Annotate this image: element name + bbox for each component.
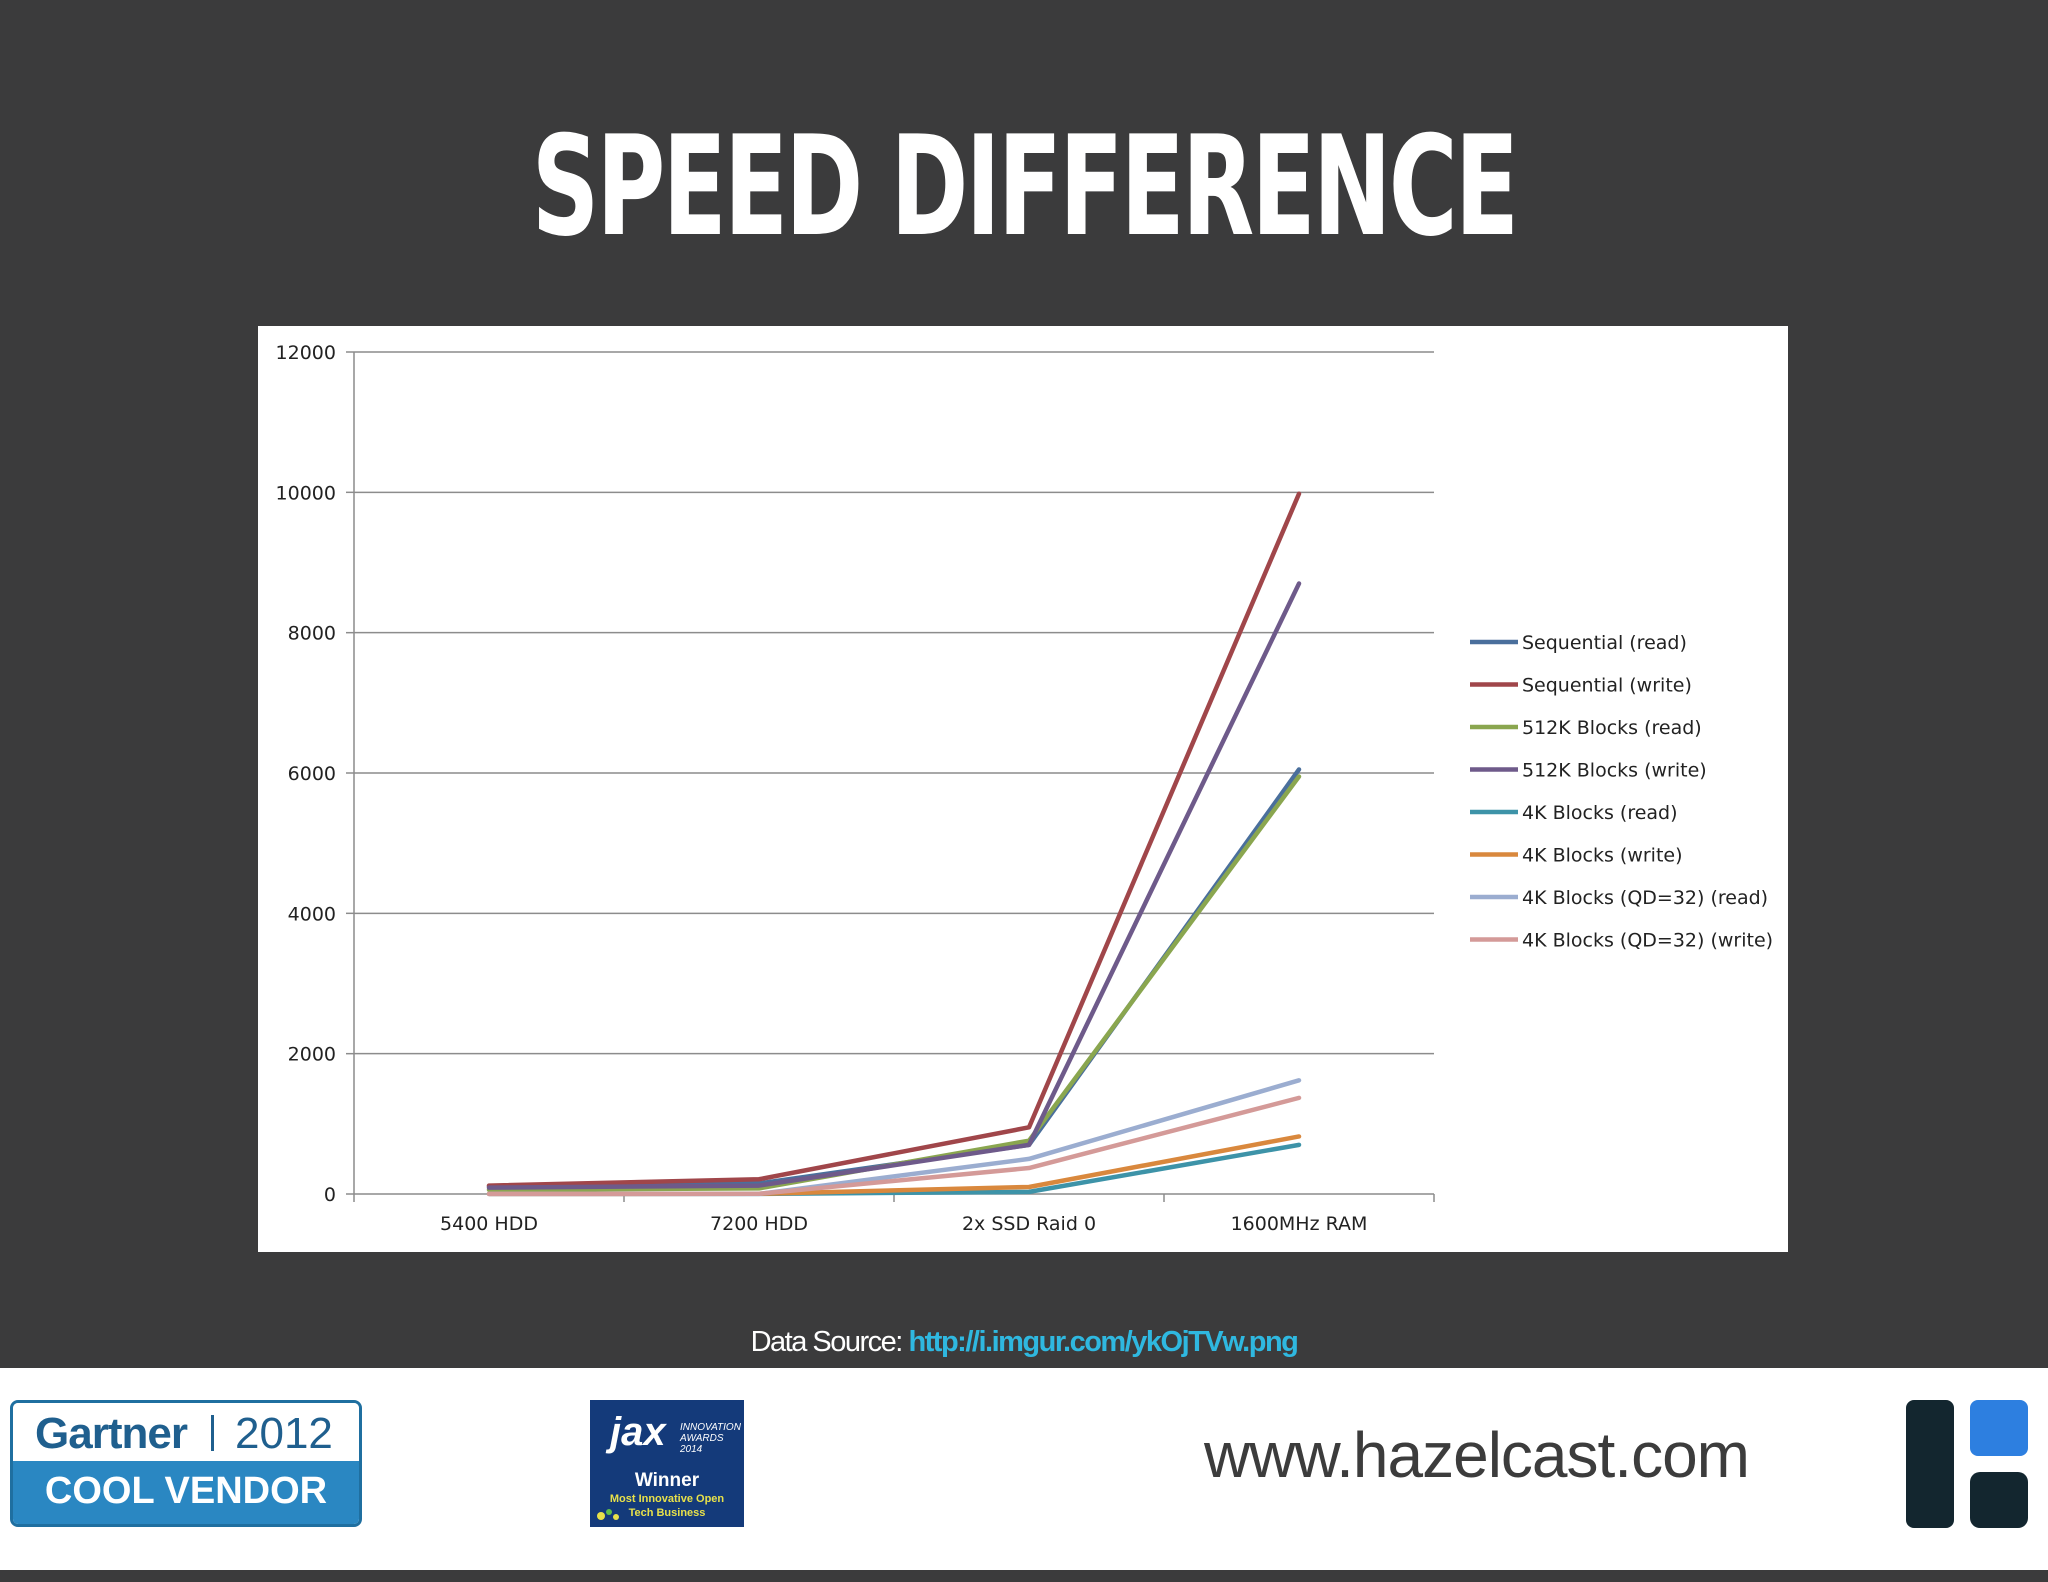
y-tick-label: 10000 [276,482,336,504]
series-line-8 [486,1095,1302,1197]
jax-winner: Winner [634,1470,700,1491]
page-title: SPEED DIFFERENCE [531,106,1519,267]
gartner-divider [211,1415,214,1451]
jax-awards-text: INNOVATION AWARDS 2014 [680,1422,744,1455]
x-tick-label: 2x SSD Raid 0 [962,1213,1096,1235]
series-line-4 [486,581,1302,1190]
jax-awards-line1: INNOVATION [680,1422,741,1433]
legend-label: 512K Blocks (read) [1522,717,1702,739]
line-chart: 0 2000 4000 6000 8000 10000 12000 5400 HDD 7200 … [276,342,1774,1235]
x-tick-label: 5400 HDD [440,1213,538,1235]
gartner-brand: Gartner [35,1409,188,1458]
jax-award-badge: jax INNOVATION AWARDS 2014 Winner Most I… [590,1400,744,1527]
data-source: Data Source: http://i.imgur.com/ykOjTVw.… [0,1326,2048,1359]
gartner-badge-bottom: COOL VENDOR [13,1461,359,1524]
legend-label: 4K Blocks (QD=32) (read) [1522,887,1768,909]
y-tick-label: 12000 [276,342,336,364]
source-link[interactable]: http://i.imgur.com/ykOjTVw.png [908,1326,1298,1358]
series-lines [486,491,1302,1197]
jax-logo: jax [610,1410,666,1454]
legend: Sequential (read) Sequential (write) 512K … [1470,632,1773,952]
legend-label: Sequential (write) [1522,675,1692,697]
gartner-year: 2012 [235,1409,333,1458]
legend-label: Sequential (read) [1522,632,1687,654]
legend-label: 4K Blocks (read) [1522,802,1678,824]
series-line-2 [486,491,1302,1188]
jax-sub-line1: Most Innovative Open [609,1493,725,1505]
grid-lines [354,351,1434,1055]
legend-label: 4K Blocks (QD=32) (write) [1522,930,1773,952]
jax-awards-line2: AWARDS 2014 [680,1433,724,1455]
bottom-rule [0,1570,2048,1582]
gartner-label: COOL VENDOR [44,1470,328,1512]
x-tick-label: 7200 HDD [710,1213,808,1235]
y-tick-label: 8000 [288,623,336,645]
jax-subtitle: Most Innovative Open Tech Business [590,1492,744,1520]
jax-sub-line2: Tech Business [628,1507,706,1519]
y-tick-label: 0 [324,1184,336,1206]
jax-decoration-icon [597,1509,619,1520]
chart-panel: 0 2000 4000 6000 8000 10000 12000 5400 HDD 7200 … [264,332,1782,1246]
gartner-badge: Gartner 2012 COOL VENDOR [10,1400,362,1527]
series-line-7 [486,1078,1302,1197]
x-tick-label: 1600MHz RAM [1231,1213,1368,1235]
website-url: www.hazelcast.com [1204,1419,1750,1491]
source-label: Data Source: [750,1326,909,1358]
hazelcast-logo-icon [1906,1400,2028,1528]
legend-label: 4K Blocks (write) [1522,845,1683,867]
y-tick-label: 2000 [288,1044,336,1066]
y-tick-label: 4000 [288,903,336,925]
y-tick-label: 6000 [288,763,336,785]
legend-label: 512K Blocks (write) [1522,760,1707,782]
gartner-badge-top: Gartner 2012 [13,1403,359,1461]
axes: 0 2000 4000 6000 8000 10000 12000 5400 HDD 7200 … [276,342,1435,1235]
